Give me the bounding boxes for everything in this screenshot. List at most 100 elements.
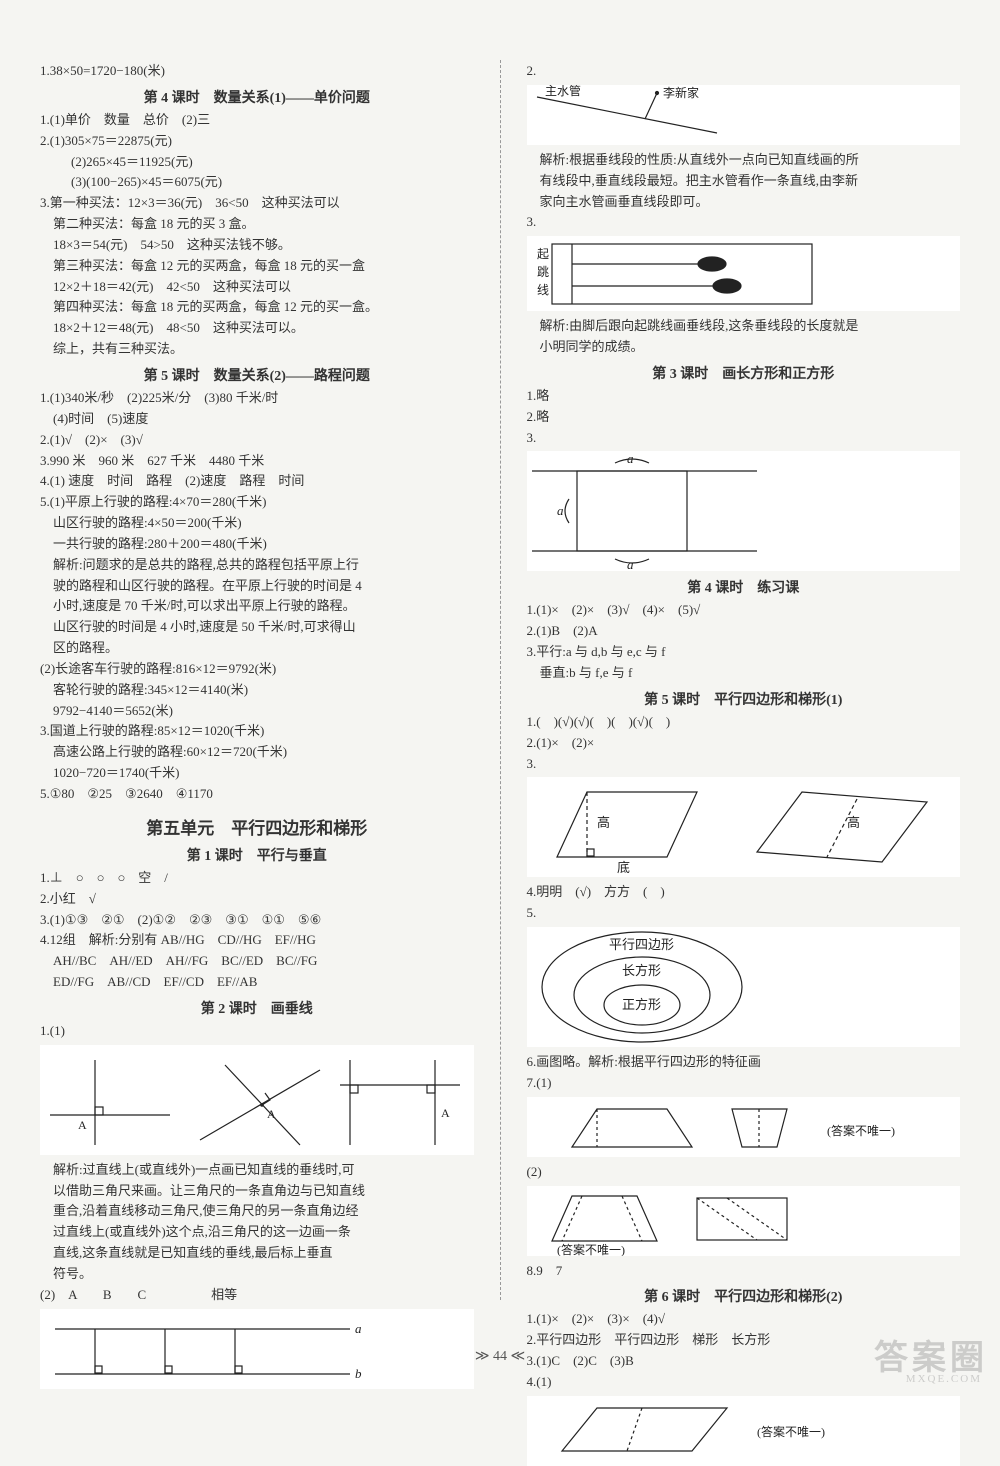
final-parallelogram: (答案不唯一) xyxy=(527,1396,961,1466)
svg-text:(答案不唯一): (答案不唯一) xyxy=(827,1123,895,1138)
text-line: 18×3＝54(元) 54>50 这种买法钱不够。 xyxy=(40,236,474,255)
text-line: 3. xyxy=(527,755,961,774)
text-line: 综上，共有三种买法。 xyxy=(40,340,474,359)
text-line: 1.(1)× (2)× (3)× (4)√ xyxy=(527,1310,961,1329)
venn-figure: 平行四边形 长方形 正方形 xyxy=(527,927,961,1047)
text-line: 3.国道上行驶的路程:85×12＝1020(千米) xyxy=(40,722,474,741)
water-pipe-figure: 主水管 李新家 xyxy=(527,85,961,145)
svg-text:正方形: 正方形 xyxy=(622,997,661,1012)
svg-text:高: 高 xyxy=(597,815,610,830)
text-line: 7.(1) xyxy=(527,1074,961,1093)
text-line: (3)(100−265)×45＝6075(元) xyxy=(40,173,474,192)
text-line: 山区行驶的路程:4×50＝200(千米) xyxy=(40,514,474,533)
section-4: 1.(1)单价 数量 总价 (2)三 2.(1)305×75＝22875(元) … xyxy=(40,111,474,359)
text-line: 4.明明 (√) 方方 ( ) xyxy=(527,883,961,902)
text-line: 解析:由脚后跟向起跳线画垂线段,这条垂线段的长度就是 xyxy=(527,317,961,336)
text-line: 有线段中,垂直线段最短。把主水管看作一条直线,由李新 xyxy=(527,172,961,191)
text-line: (2) xyxy=(527,1163,961,1182)
text-line: (2)长途客车行驶的路程:816×12＝9792(米) xyxy=(40,660,474,679)
page-number: 44 xyxy=(475,1348,525,1365)
text-line: 2.略 xyxy=(527,408,961,427)
jump-figure: 起 跳 线 xyxy=(527,236,961,311)
text-line: 重合,沿着直线移动三角尺,使三角尺的另一条直角边经 xyxy=(40,1202,474,1221)
text-line: 解析:过直线上(或直线外)一点画已知直线的垂线时,可 xyxy=(40,1161,474,1180)
right-column: 2. 主水管 李新家 解析:根据垂线段的性质:从直线外一点向已知直线画的所 有线… xyxy=(527,60,961,1300)
svg-text:a: a xyxy=(355,1321,362,1336)
text-line: 垂直:b 与 f,e 与 f xyxy=(527,664,961,683)
para-svg: 高 高 底 xyxy=(527,777,947,877)
text-line: ED//FG AB//CD EF//CD EF//AB xyxy=(40,973,474,992)
text-line: 解析:根据垂线段的性质:从直线外一点向已知直线画的所 xyxy=(527,151,961,170)
text-line: 3.(1)①③ ②① (2)①② ②③ ③① ①① ⑤⑥ xyxy=(40,911,474,930)
text-line: 家向主水管画垂直线段即可。 xyxy=(527,193,961,212)
text-line: 1.(1)× (2)× (3)√ (4)× (5)√ xyxy=(527,601,961,620)
text-line: 6.画图略。解析:根据平行四边形的特征画 xyxy=(527,1053,961,1072)
svg-text:A: A xyxy=(267,1107,276,1121)
svg-text:平行四边形: 平行四边形 xyxy=(609,937,674,952)
text-line: 2. xyxy=(527,62,961,81)
svg-text:A: A xyxy=(78,1118,87,1132)
text-line: 3.990 米 960 米 627 千米 4480 千米 xyxy=(40,452,474,471)
text-line: 一共行驶的路程:280＋200＝480(千米) xyxy=(40,535,474,554)
parallelogram-figures: 高 高 底 xyxy=(527,777,961,877)
svg-text:跳: 跳 xyxy=(537,265,549,279)
text-line: 小时,速度是 70 千米/时,可以求出平原上行驶的路程。 xyxy=(40,597,474,616)
parallel-lines-abc: a b xyxy=(40,1309,474,1389)
svg-text:(答案不唯一): (答案不唯一) xyxy=(757,1424,825,1439)
text-line: 5. xyxy=(527,904,961,923)
text-line: 1.(1)单价 数量 总价 (2)三 xyxy=(40,111,474,130)
lesson-heading-2b: 第 2 课时 画垂线 xyxy=(40,998,474,1018)
text-line: 2.(1)305×75＝22875(元) xyxy=(40,132,474,151)
text-line: 2.小红 √ xyxy=(40,890,474,909)
trap1-svg: (答案不唯一) xyxy=(527,1097,947,1157)
text-line: 1.( )(√)(√)( )( )(√)( ) xyxy=(527,713,961,732)
text-line: 符号。 xyxy=(40,1265,474,1284)
lesson-heading-4: 第 4 课时 数量关系(1)——单价问题 xyxy=(40,87,474,107)
svg-text:李新家: 李新家 xyxy=(663,85,699,100)
svg-text:高: 高 xyxy=(847,815,860,830)
svg-text:起: 起 xyxy=(537,247,549,261)
svg-text:(答案不唯一): (答案不唯一) xyxy=(557,1242,625,1256)
page-columns: 1.38×50=1720−180(米) 第 4 课时 数量关系(1)——单价问题… xyxy=(40,60,960,1300)
text-line: 3.第一种买法：12×3＝36(元) 36<50 这种买法可以 xyxy=(40,194,474,213)
text-line: 第二种买法：每盒 18 元的买 3 盒。 xyxy=(40,215,474,234)
section-1b: 1.⊥ ○ ○ ○ 空 / 2.小红 √ 3.(1)①③ ②① (2)①② ②③… xyxy=(40,869,474,992)
text-line: 5.(1)平原上行驶的路程:4×70＝280(千米) xyxy=(40,493,474,512)
svg-text:a: a xyxy=(627,451,634,466)
text-line: 12×2＋18＝42(元) 42<50 这种买法可以 xyxy=(40,278,474,297)
watermark-sub: MXQE.COM xyxy=(906,1373,982,1385)
text-line: 小明同学的成绩。 xyxy=(527,338,961,357)
text-line: 解析:问题求的是总共的路程,总共的路程包括平原上行 xyxy=(40,556,474,575)
svg-text:A: A xyxy=(441,1106,450,1120)
perpendicular-figures: A A A xyxy=(40,1045,474,1155)
text-line: 1.(1)340米/秒 (2)225米/分 (3)80 千米/时 xyxy=(40,389,474,408)
abc-svg: a b xyxy=(40,1309,370,1389)
lesson-heading-4r: 第 4 课时 练习课 xyxy=(527,577,961,597)
trapezoid-figures-2: (答案不唯一) xyxy=(527,1186,961,1256)
text-line: 1020−720＝1740(千米) xyxy=(40,764,474,783)
text-line: 1.38×50=1720−180(米) xyxy=(40,62,474,81)
text-line: 客轮行驶的路程:345×12＝4140(米) xyxy=(40,681,474,700)
text-line: 3.平行:a 与 d,b 与 e,c 与 f xyxy=(527,643,961,662)
text-line: (2)265×45＝11925(元) xyxy=(40,153,474,172)
watermark-main: 答案圈 xyxy=(874,1330,988,1379)
svg-text:线: 线 xyxy=(537,283,549,297)
text-line: 驶的路程和山区行驶的路程。在平原上行驶的时间是 4 xyxy=(40,577,474,596)
text-line: 5.①80 ②25 ③2640 ④1170 xyxy=(40,785,474,804)
text-line: 第三种买法：每盒 12 元的买两盒，每盒 18 元的买一盒 xyxy=(40,257,474,276)
text-line: 4.12组 解析:分别有 AB//HG CD//HG EF//HG xyxy=(40,931,474,950)
text-line: 1.略 xyxy=(527,387,961,406)
svg-text:a: a xyxy=(557,503,564,518)
text-line: 8.9 7 xyxy=(527,1262,961,1281)
text-line: 第四种买法：每盒 18 元的买两盒，每盒 12 元的买一盒。 xyxy=(40,298,474,317)
svg-text:底: 底 xyxy=(617,860,630,875)
text-line: 1.⊥ ○ ○ ○ 空 / xyxy=(40,869,474,888)
text-line: (4)时间 (5)速度 xyxy=(40,410,474,429)
section-5: 1.(1)340米/秒 (2)225米/分 (3)80 千米/时 (4)时间 (… xyxy=(40,389,474,804)
text-line: 1.(1) xyxy=(40,1022,474,1041)
text-line: AH//BC AH//ED AH//FG BC//ED BC//FG xyxy=(40,952,474,971)
text-line: 2.(1)× (2)× xyxy=(527,734,961,753)
lesson-heading-3r: 第 3 课时 画长方形和正方形 xyxy=(527,363,961,383)
svg-text:主水管: 主水管 xyxy=(545,85,581,98)
unit-heading-5: 第五单元 平行四边形和梯形 xyxy=(40,814,474,839)
